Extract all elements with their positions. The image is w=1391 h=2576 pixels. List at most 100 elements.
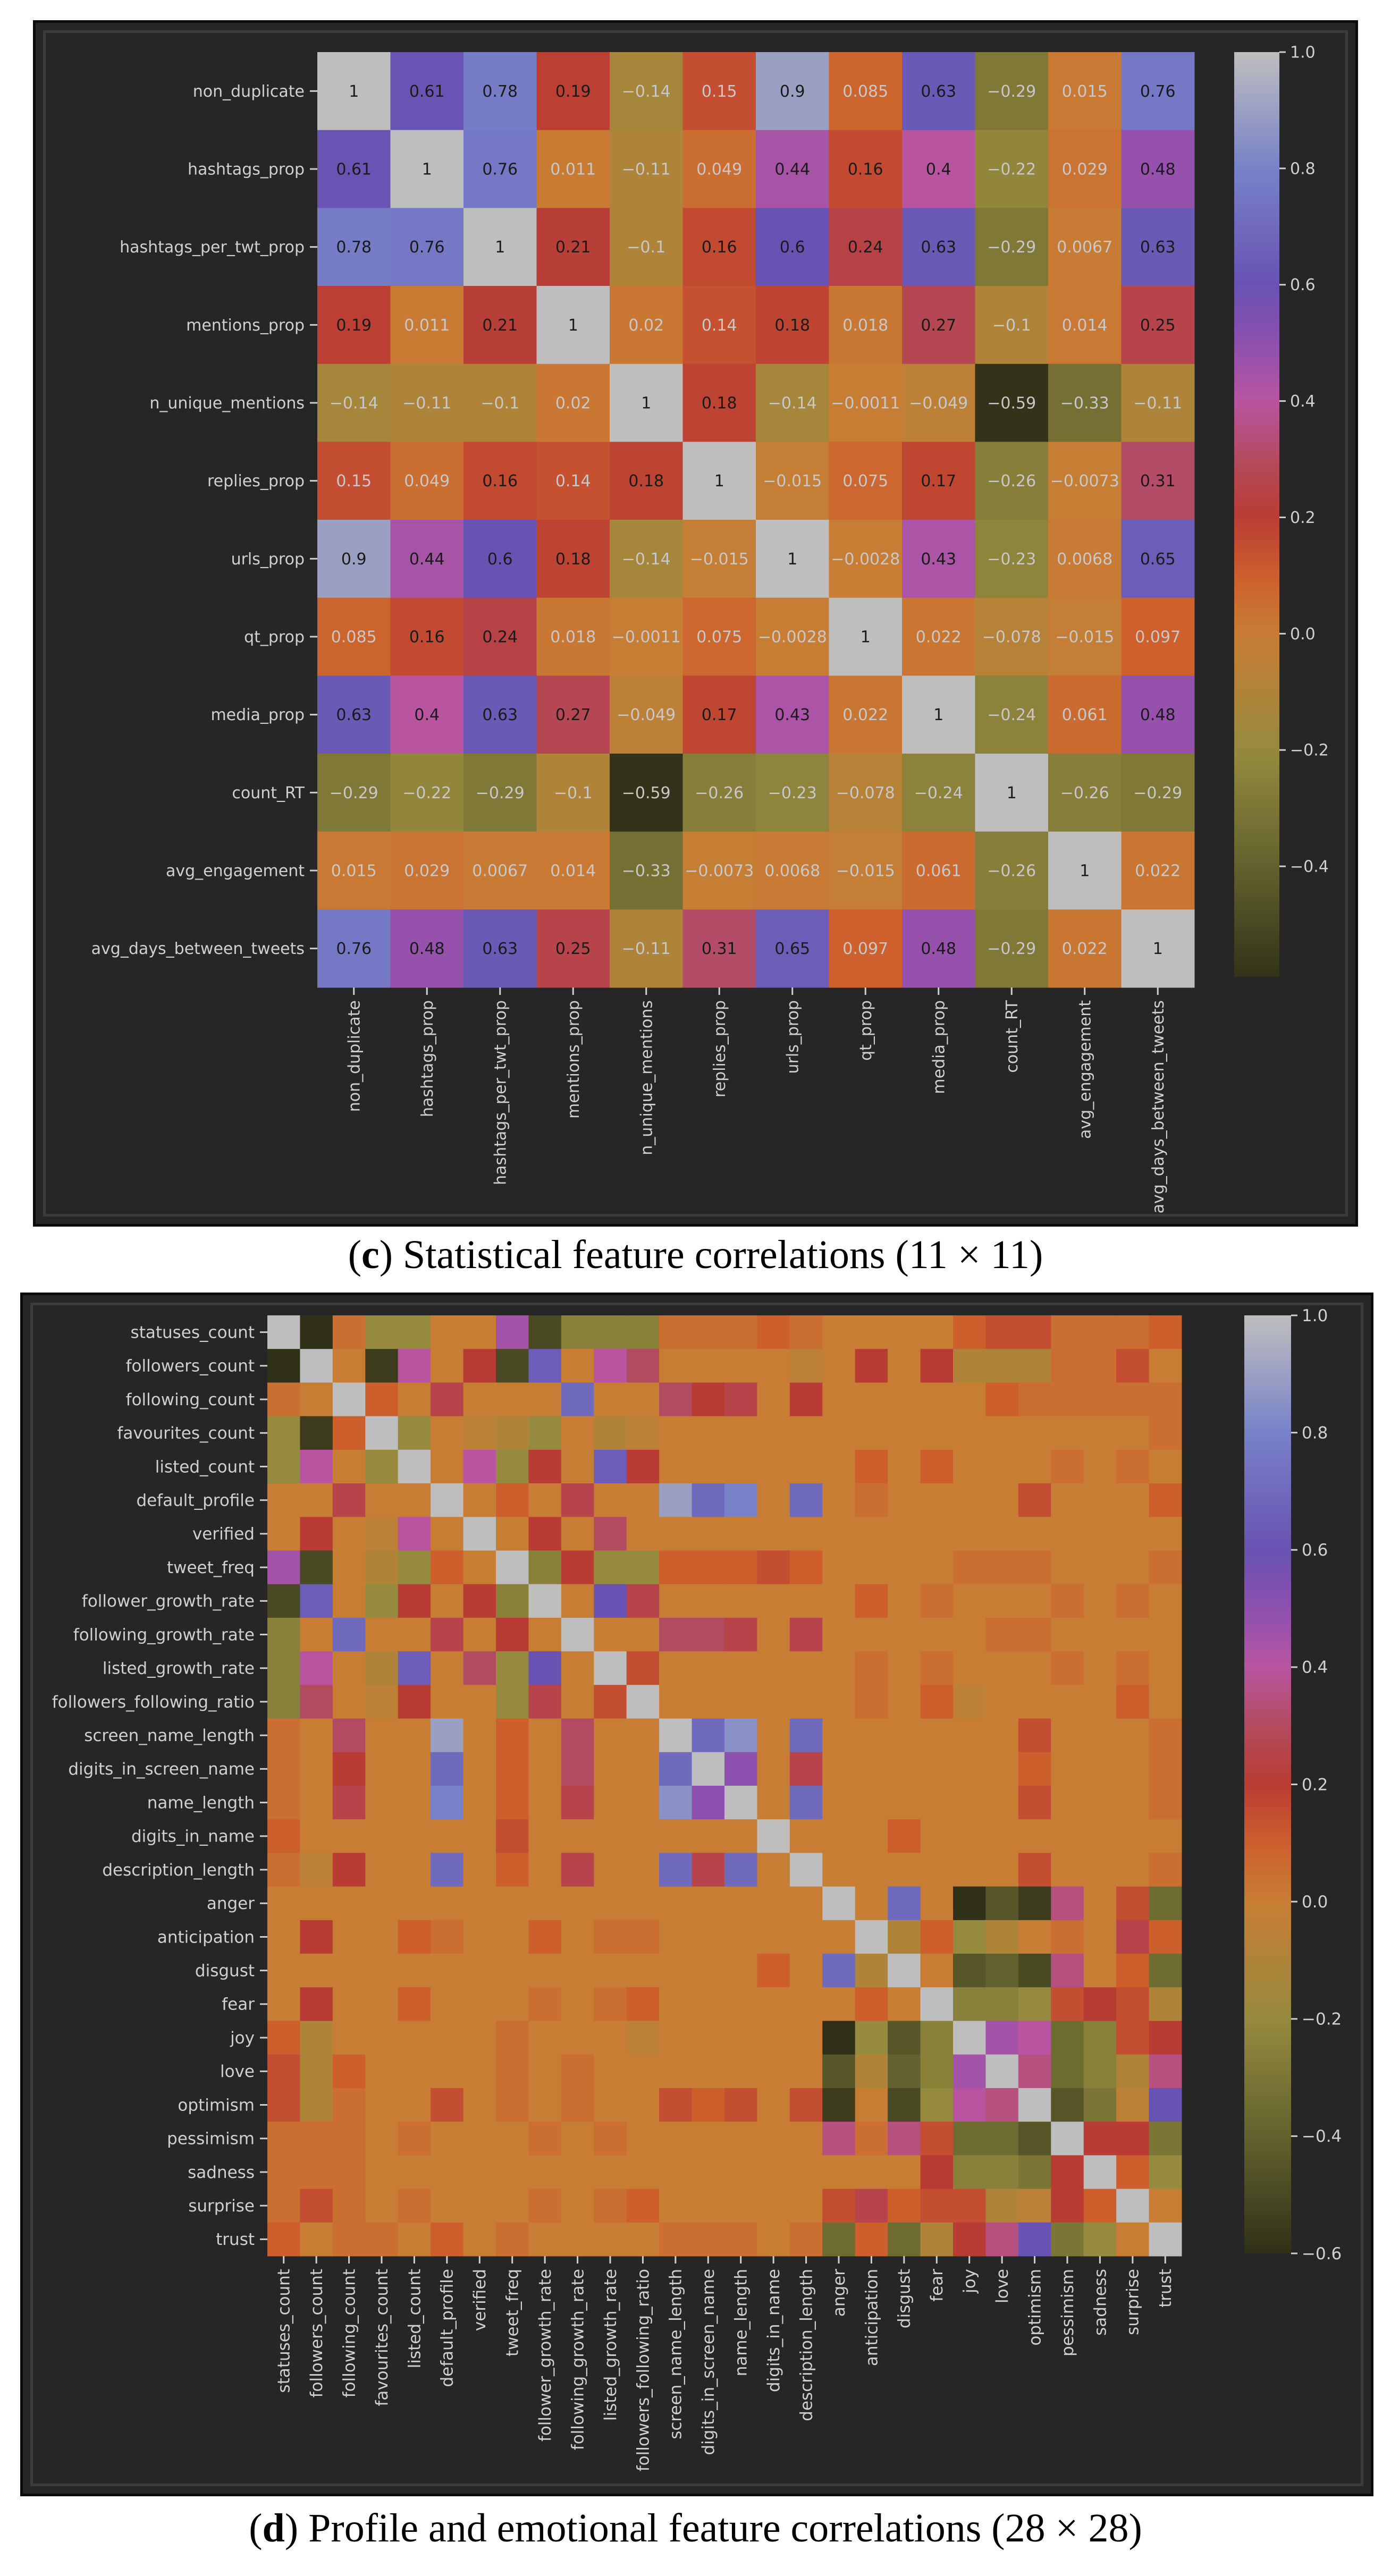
heatmap-d-cell (561, 1786, 594, 1820)
heatmap-c-cell-label: 0.65 (1140, 550, 1176, 569)
heatmap-d-cell (561, 1819, 594, 1853)
heatmap-c-cell-label: 0.0067 (472, 862, 528, 881)
heatmap-d-cell (1051, 2088, 1084, 2122)
heatmap-d-cell (267, 1382, 300, 1417)
heatmap-c-cell (1121, 286, 1195, 365)
heatmap-d-cell (1149, 1853, 1182, 1887)
heatmap-c-cell (390, 442, 464, 520)
heatmap-c-cell (390, 286, 464, 365)
heatmap-d-cell (953, 2088, 986, 2122)
heatmap-d-cell (659, 1517, 693, 1551)
heatmap-c-colorbar-label: 0.8 (1290, 159, 1316, 178)
heatmap-d-cell (1116, 1987, 1150, 2021)
heatmap-c-cell (1121, 754, 1195, 832)
heatmap-d-cell (1149, 1786, 1182, 1820)
heatmap-c-cell (610, 754, 683, 832)
heatmap-d-cell (724, 1550, 757, 1585)
heatmap-c-cell-label: 0.02 (555, 394, 591, 413)
heatmap-c-cell (463, 597, 537, 676)
heatmap-c-cell-label: 1 (568, 316, 578, 335)
heatmap-d-cell (757, 1920, 790, 1954)
heatmap-d-cell (398, 1483, 431, 1517)
heatmap-c-cell-label: 1 (933, 706, 943, 724)
heatmap-d-cell (757, 1349, 790, 1383)
heatmap-d-colorbar-label: −0.6 (1302, 2244, 1342, 2263)
heatmap-d-cell (1051, 2122, 1084, 2156)
heatmap-d-cell (1051, 1416, 1084, 1450)
heatmap-d-cell (855, 2054, 888, 2089)
heatmap-d-cell (1083, 2088, 1117, 2122)
heatmap-d-cell (1051, 1315, 1084, 1349)
heatmap-d-cell (1116, 1954, 1150, 1988)
heatmap-c-col-label: replies_prop (711, 1000, 729, 1097)
heatmap-d-cell (888, 1920, 921, 1954)
heatmap-d-cell (332, 2155, 366, 2190)
heatmap-d-row-label: followers_following_ratio (52, 1693, 255, 1712)
heatmap-d-cell (659, 2155, 693, 2190)
heatmap-d-cell (332, 1483, 366, 1517)
heatmap-d-cell (528, 1987, 562, 2021)
panel-c-frame (43, 30, 1348, 1217)
heatmap-c-col-label: urls_prop (783, 1000, 802, 1074)
heatmap-c-cell-label: 0.022 (916, 628, 962, 647)
heatmap-d-cell (561, 1886, 594, 1921)
heatmap-d-cell (985, 1819, 1019, 1853)
heatmap-d-cell (985, 2155, 1019, 2190)
heatmap-d-cell (789, 1617, 823, 1652)
heatmap-d-cell (267, 2088, 300, 2122)
heatmap-d-cell (822, 1987, 856, 2021)
heatmap-d-cell (300, 1920, 333, 1954)
heatmap-d-cell (626, 1920, 660, 1954)
heatmap-d-cell (1149, 1920, 1182, 1954)
heatmap-d-cell (985, 1718, 1019, 1753)
heatmap-c-cell (317, 130, 391, 208)
heatmap-d-cell (1051, 2155, 1084, 2190)
heatmap-c-cell (536, 597, 610, 676)
heatmap-c-cell-label: −0.24 (987, 706, 1036, 724)
heatmap-c-cell-label: 0.44 (774, 161, 810, 179)
heatmap-d-cell (267, 1349, 300, 1383)
heatmap-c-cell (975, 520, 1049, 598)
heatmap-d-cell (1018, 1416, 1051, 1450)
heatmap-d-cell (724, 1382, 757, 1417)
heatmap-c-cell (463, 675, 537, 754)
heatmap-d-cell (757, 1752, 790, 1786)
heatmap-d-cell (594, 1584, 627, 1618)
heatmap-d-cell (365, 1617, 399, 1652)
heatmap-d-cell (953, 1416, 986, 1450)
heatmap-d-cell (692, 1752, 725, 1786)
heatmap-d-cell (1149, 1483, 1182, 1517)
heatmap-d-cell (1018, 1617, 1051, 1652)
heatmap-panel-c: 1 0.61 0.78 0.19 −0.14 0.15 0.9 0.085 0.63 −0.29 0… (33, 20, 1358, 1227)
heatmap-d-cell (528, 1483, 562, 1517)
heatmap-d-cell (528, 1886, 562, 1921)
heatmap-d-cell (920, 1584, 954, 1618)
heatmap-d-cell (398, 2054, 431, 2089)
heatmap-c-cell-label: 0.63 (482, 706, 518, 724)
heatmap-c-cell (1121, 597, 1195, 676)
heatmap-d-cell (594, 2054, 627, 2089)
heatmap-d-cell (398, 1819, 431, 1853)
heatmap-d-cell (365, 1315, 399, 1349)
heatmap-c-cell (902, 675, 975, 754)
heatmap-d-cell (332, 1819, 366, 1853)
heatmap-d-cell (594, 1718, 627, 1753)
heatmap-d-cell (300, 1718, 333, 1753)
heatmap-c-cell-label: 0.015 (1062, 82, 1108, 101)
heatmap-d-cell (561, 1752, 594, 1786)
heatmap-d-cell (496, 1685, 529, 1719)
heatmap-d-cell (431, 1449, 464, 1484)
heatmap-c-cell (610, 130, 683, 208)
heatmap-c-cell-label: 0.6 (487, 550, 513, 569)
heatmap-c-cell-label: −0.015 (1055, 628, 1114, 647)
heatmap-d-cell (626, 1853, 660, 1887)
heatmap-d-cell (332, 1349, 366, 1383)
heatmap-d-cell (888, 1416, 921, 1450)
heatmap-c-cell (390, 364, 464, 442)
heatmap-d-col-label: trust (1156, 2269, 1175, 2308)
heatmap-d-cell (398, 1449, 431, 1484)
heatmap-c-cell (1121, 675, 1195, 754)
heatmap-d-cell (561, 1853, 594, 1887)
heatmap-d-cell (1051, 2021, 1084, 2055)
heatmap-d-cell (985, 1416, 1019, 1450)
